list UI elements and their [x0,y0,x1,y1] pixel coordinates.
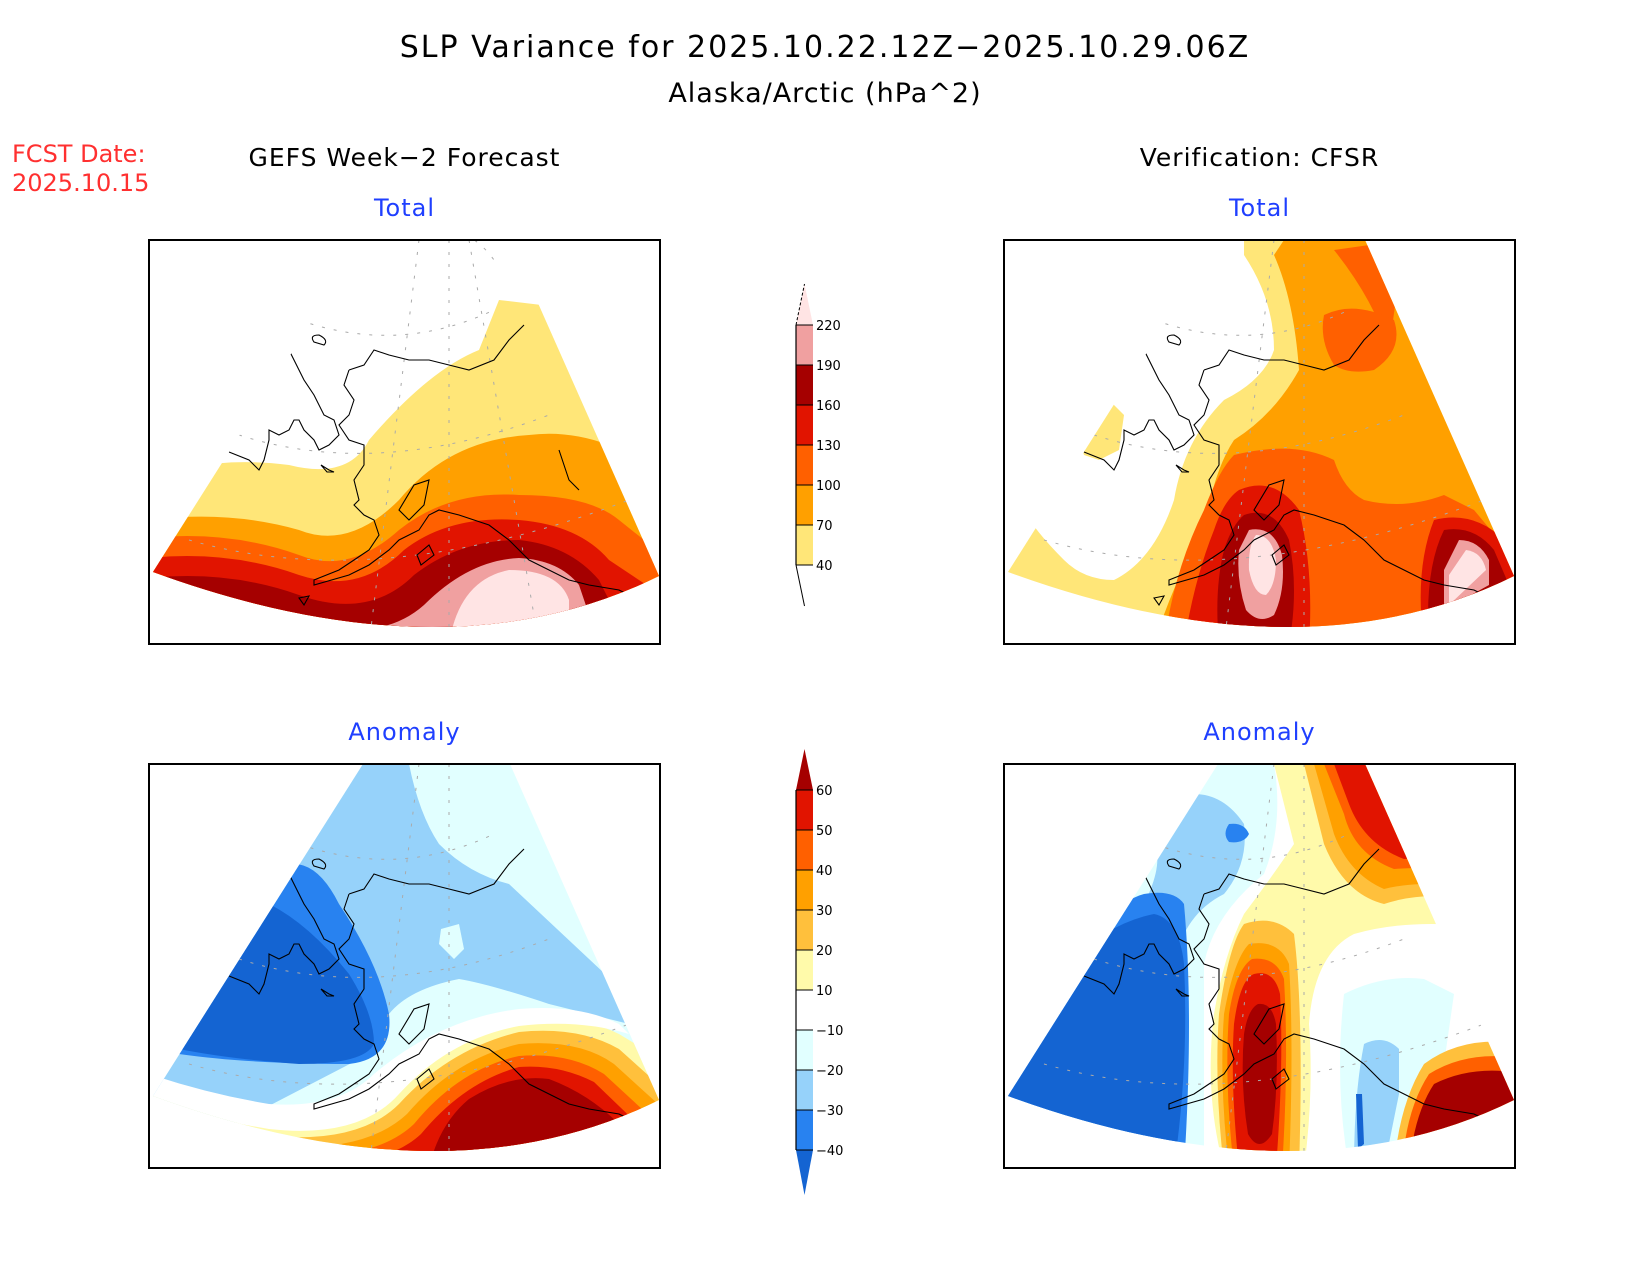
coastline [1083,848,1485,1120]
colorbar-anomaly-swatch [796,1070,813,1110]
colorbar-anomaly-label: 50 [816,824,833,839]
contour-gt-220-b [1449,550,1486,605]
coastline [228,324,630,607]
panel-title-verif-anomaly: Anomaly [1203,718,1316,746]
panel-forecast-anomaly [148,763,661,1169]
panel-title-forecast-total: Total [373,194,436,222]
contour-gt-60 [1242,1003,1277,1144]
colorbar-anomaly-swatch [796,1030,813,1070]
panel-title-forecast-anomaly: Anomaly [348,718,461,746]
colorbar-total-label: 70 [816,519,833,534]
island-minus10 [439,924,464,959]
colorbar-total-label: 130 [816,439,841,454]
colorbar-anomaly-swatch [796,1110,813,1150]
colorbar-total-swatch [796,445,813,485]
colorbar-anomaly-label: 30 [816,904,833,919]
colorbar-anomaly-swatch-top [796,749,813,790]
colorbar-anomaly-label: −40 [816,1144,843,1159]
colorbar-anomaly-swatch [796,950,813,990]
colorbar-total-swatch [796,325,813,365]
colorbar-anomaly: 60 50 40 30 20 10 −10 −20 −30 −40 [795,749,843,1195]
colorbar-anomaly-swatch [796,790,813,830]
panel-forecast-total [148,239,661,645]
panel-verif-anomaly [1003,763,1516,1169]
panel-title-verif-total: Total [1228,194,1291,222]
main-title: SLP Variance for 2025.10.22.12Z−2025.10.… [399,30,1251,65]
colorbar-anomaly-swatch [796,990,813,1030]
contour-minus30-spot [1225,823,1249,843]
coastline [1083,324,1485,607]
contour-minus30-streak [1356,1094,1364,1149]
colorbar-total-label: 220 [816,319,841,334]
panel-frame [148,763,661,1169]
panel-verif-total [1003,239,1516,645]
colorbar-anomaly-label: −10 [816,1024,843,1039]
colorbar-anomaly-label: 20 [816,944,833,959]
subtitle: Alaska/Arctic (hPa^2) [668,78,982,109]
colorbar-anomaly-label: −30 [816,1104,843,1119]
panel-frame [1003,239,1516,645]
colorbar-total-label: 160 [816,399,841,414]
fcst-date: FCST Date: 2025.10.15 [12,140,149,198]
graticule [188,764,630,1152]
colorbar-total-outline-bottom [795,564,805,607]
colorbar-anomaly-label: 40 [816,864,833,879]
graticule [1043,764,1485,1152]
colorbar-anomaly-swatch [796,910,813,950]
panel-frame [148,239,661,645]
colorbar-total-outline-top [795,283,805,326]
colorbar-anomaly-swatch [796,870,813,910]
colorbar-anomaly-swatch [796,830,813,870]
colorbar-anomaly-swatch-bottom [796,1150,813,1195]
coastline [228,848,630,1120]
contour-minus10-hole [1144,784,1184,835]
colorbar-total-swatch [796,365,813,405]
colorbar-total: 220 190 160 130 100 70 40 [795,283,841,607]
contour-100-130-island [1322,308,1397,372]
contour-positive-white [153,1008,629,1131]
colorbar-total-label: 40 [816,559,833,574]
colorbar-anomaly-label: 10 [816,984,833,999]
graticule [188,240,630,628]
column-title-verification: Verification: CFSR [1139,143,1380,172]
fcst-date-label: FCST Date: [12,140,146,168]
colorbar-anomaly-label: 60 [816,784,833,799]
colorbar-total-label: 190 [816,359,841,374]
colorbar-total-label: 100 [816,479,841,494]
colorbar-total-swatch [796,405,813,445]
panel-frame [1003,763,1516,1169]
colorbar-anomaly-label: −20 [816,1064,843,1079]
colorbar-total-swatch-top [796,284,813,325]
colorbar-total-swatch [796,525,813,565]
graticule [1043,240,1485,628]
fcst-date-value: 2025.10.15 [12,169,150,197]
column-title-forecast: GEFS Week−2 Forecast [248,143,561,172]
contour-gt-220 [1248,535,1276,595]
colorbar-total-swatch [796,485,813,525]
contour-minus20-e [1354,1040,1399,1152]
